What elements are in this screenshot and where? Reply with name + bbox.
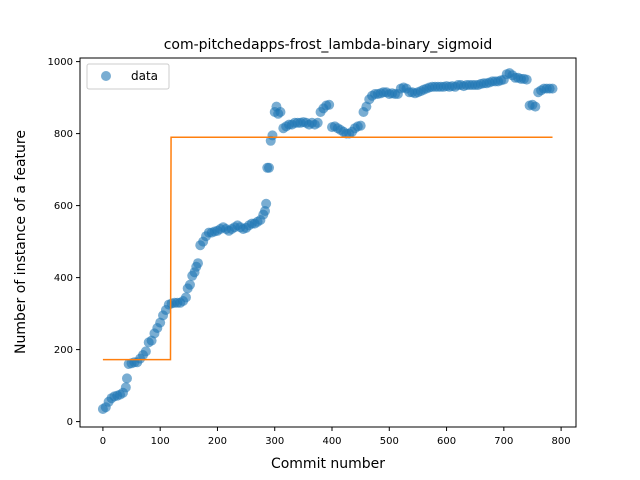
data-point <box>521 74 532 85</box>
x-axis-label: Commit number <box>271 456 385 472</box>
data-point <box>120 382 131 393</box>
data-point <box>140 346 151 357</box>
x-tick-label: 500 <box>380 436 399 447</box>
x-tick-label: 700 <box>494 436 513 447</box>
data-point <box>121 373 132 384</box>
y-tick-label: 200 <box>54 345 73 356</box>
y-axis-ticks: 0 200 400 600 800 1000 <box>48 57 80 428</box>
x-tick-label: 100 <box>151 436 170 447</box>
data-point <box>261 198 272 209</box>
x-tick-label: 300 <box>265 436 284 447</box>
data-point <box>355 120 366 131</box>
data-point <box>264 162 275 173</box>
x-tick-label: 600 <box>437 436 456 447</box>
data-point <box>530 101 541 112</box>
data-point <box>275 107 286 117</box>
axes-frame <box>79 57 577 428</box>
data-point <box>184 279 195 290</box>
legend: data <box>86 63 170 90</box>
data-point <box>324 99 335 110</box>
legend-label-data: data <box>131 69 158 83</box>
x-axis-ticks: 0 100 200 300 400 500 600 700 800 <box>100 427 571 447</box>
y-tick-label: 1000 <box>48 57 73 68</box>
data-point <box>312 117 323 128</box>
plot-area <box>97 68 558 414</box>
x-tick-label: 200 <box>208 436 227 447</box>
chart-title: com-pitchedapps-frost_lambda-binary_sigm… <box>164 37 493 53</box>
y-tick-label: 800 <box>54 129 73 140</box>
y-tick-label: 600 <box>54 201 73 212</box>
legend-box <box>86 63 170 90</box>
y-axis-label: Number of instance of a feature <box>13 130 29 354</box>
x-tick-label: 400 <box>322 436 341 447</box>
legend-marker-data <box>101 71 111 81</box>
data-point <box>180 292 191 303</box>
x-tick-label: 800 <box>552 436 571 447</box>
y-tick-label: 400 <box>54 273 73 284</box>
y-tick-label: 0 <box>67 417 73 428</box>
data-point <box>192 258 203 269</box>
fit-line <box>102 136 553 361</box>
data-point <box>267 130 278 141</box>
x-tick-label: 0 <box>100 436 106 447</box>
data-point <box>547 83 558 94</box>
